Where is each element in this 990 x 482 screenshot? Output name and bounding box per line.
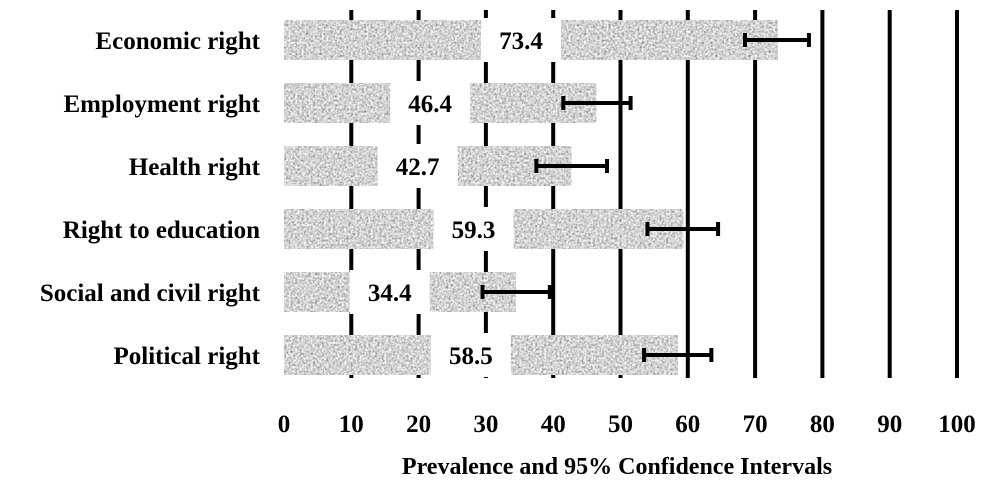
- category-label: Health right: [129, 154, 261, 181]
- x-tick-label: 50: [608, 411, 633, 438]
- x-tick-label: 80: [810, 411, 835, 438]
- data-label-box: [349, 270, 430, 314]
- bars: [284, 20, 778, 375]
- category-label: Economic right: [95, 28, 260, 55]
- data-label: 58.5: [449, 343, 493, 370]
- data-label: 73.4: [499, 28, 543, 55]
- data-label-box: [377, 144, 458, 188]
- labels: 0 10 20 30 40 50 60 70 80 90 100 Economic right 73.4…: [40, 18, 976, 438]
- x-tick-label: 0: [278, 411, 291, 438]
- x-tick-label: 90: [877, 411, 902, 438]
- data-label-box: [430, 333, 511, 377]
- data-label-box: [433, 207, 514, 251]
- x-tick-label: 70: [743, 411, 768, 438]
- data-label: 42.7: [396, 154, 440, 181]
- category-label: Political right: [114, 343, 261, 370]
- x-tick-label: 60: [675, 411, 700, 438]
- x-tick-label: 10: [339, 411, 364, 438]
- category-label: Social and civil right: [40, 280, 261, 307]
- error-bars: [480, 33, 811, 362]
- x-axis-title: Prevalence and 95% Confidence Intervals: [402, 454, 832, 480]
- data-label-box: [390, 81, 471, 125]
- category-label: Right to education: [63, 217, 260, 244]
- category-label: Employment right: [63, 91, 260, 118]
- data-label: 59.3: [452, 217, 496, 244]
- x-tick-label: 30: [473, 411, 498, 438]
- x-tick-label: 100: [938, 411, 976, 438]
- data-label: 46.4: [408, 91, 452, 118]
- gridlines: [349, 10, 959, 378]
- data-label: 34.4: [368, 280, 412, 307]
- x-tick-label: 20: [406, 411, 431, 438]
- x-tick-label: 40: [541, 411, 566, 438]
- data-label-box: [480, 18, 561, 62]
